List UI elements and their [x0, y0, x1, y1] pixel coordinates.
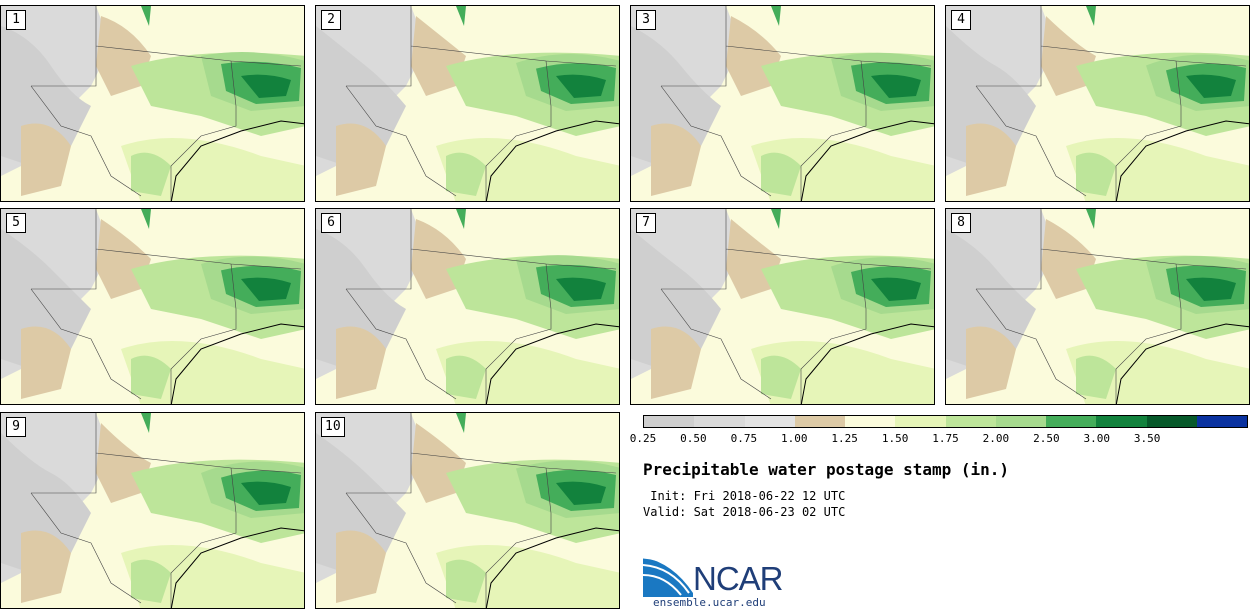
logo-name: NCAR	[693, 560, 784, 597]
colorbar-segment	[1046, 416, 1097, 427]
panel-number: 6	[321, 213, 341, 233]
panel-number: 2	[321, 10, 341, 30]
panel-number: 3	[636, 10, 656, 30]
panel-number: 1	[6, 10, 26, 30]
panel-number: 4	[951, 10, 971, 30]
colorbar-segment	[794, 416, 845, 427]
colorbar-segment	[744, 416, 795, 427]
colorbar-tick-label: 1.25	[831, 432, 858, 445]
map-panel: 6	[315, 208, 620, 405]
colorbar-tick-label: 0.25	[629, 432, 657, 445]
logo-url: ensemble.ucar.edu	[653, 596, 766, 609]
colorbar-tick-label: 3.00	[1083, 432, 1111, 445]
map-panel: 7	[630, 208, 935, 405]
valid-time: Valid: Sat 2018-06-23 02 UTC	[643, 505, 846, 519]
map-panel: 4	[945, 5, 1250, 202]
chart-title: Precipitable water postage stamp (in.)	[643, 460, 1010, 479]
panel-number: 7	[636, 213, 656, 233]
panel-number: 5	[6, 213, 26, 233]
ncar-logo-icon	[643, 555, 695, 597]
colorbar-segment	[1096, 416, 1147, 427]
colorbar-tick-label: 2.00	[982, 432, 1010, 445]
panel-number: 8	[951, 213, 971, 233]
colorbar-segment	[945, 416, 996, 427]
map-panel: 2	[315, 5, 620, 202]
colorbar-tick-label: 2.50	[1033, 432, 1060, 445]
colorbar-segment	[995, 416, 1046, 427]
colorbar-segment	[1196, 416, 1247, 427]
map-panel: 5	[0, 208, 305, 405]
colorbar-tick-label: 1.50	[881, 432, 909, 445]
map-panel: 8	[945, 208, 1250, 405]
colorbar-segment	[694, 416, 745, 427]
colorbar-tick-label: 1.75	[932, 432, 959, 445]
panel-number: 9	[6, 417, 26, 437]
colorbar-tick-label: 1.00	[781, 432, 808, 445]
colorbar-segment	[895, 416, 946, 427]
map-panel: 1	[0, 5, 305, 202]
colorbar	[643, 415, 1248, 428]
colorbar-segment	[1146, 416, 1197, 427]
colorbar-tick-label: 3.50	[1133, 432, 1161, 445]
init-time: Init: Fri 2018-06-22 12 UTC	[643, 489, 846, 503]
colorbar-tick-label: 0.75	[730, 432, 758, 445]
panel-number: 10	[321, 417, 345, 437]
colorbar-segment	[845, 416, 896, 427]
colorbar-segment	[644, 416, 695, 427]
colorbar-tick-label: 0.50	[680, 432, 707, 445]
map-panel: 9	[0, 412, 305, 609]
map-panel: 3	[630, 5, 935, 202]
map-panel: 10	[315, 412, 620, 609]
